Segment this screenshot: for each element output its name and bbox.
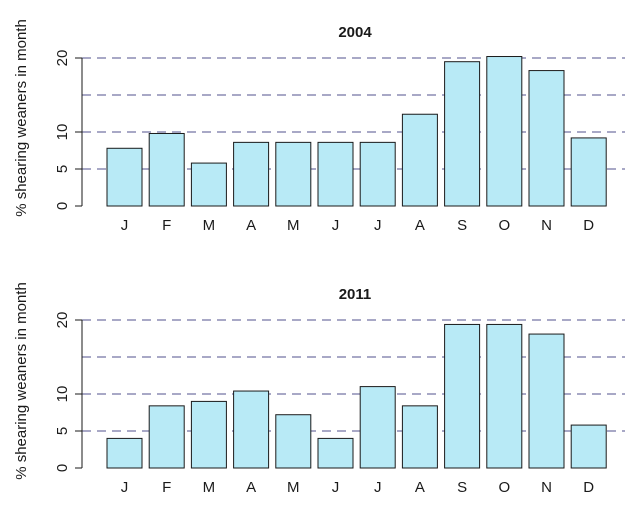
- bar-M: [275, 414, 312, 469]
- bar-O: [486, 56, 523, 207]
- bar-A: [401, 113, 438, 207]
- chart-panel-2004: 2004 % shearing weaners in month 051020 …: [13, 19, 625, 234]
- bar-F: [148, 405, 185, 469]
- y-tick-label: 5: [54, 427, 71, 435]
- bar-F: [148, 132, 185, 207]
- bar-J: [106, 147, 143, 207]
- x-tick-label: M: [203, 217, 216, 234]
- x-tick-label: S: [457, 217, 467, 234]
- x-tick-label: N: [541, 217, 552, 234]
- y-tick-label: 0: [54, 464, 71, 472]
- x-tick-label: A: [246, 217, 256, 234]
- x-tick-label: F: [162, 479, 171, 496]
- bar-D: [570, 137, 607, 207]
- bar-M: [190, 400, 227, 469]
- chart-title: 2004: [338, 24, 372, 41]
- bar-S: [444, 323, 481, 469]
- y-tick-label: 20: [54, 312, 71, 329]
- x-tick-label: J: [332, 479, 340, 496]
- bar-J: [359, 386, 396, 469]
- chart-panel-2011: 2011 % shearing weaners in month 051020 …: [13, 282, 625, 496]
- bars: [106, 323, 607, 469]
- x-tick-label: S: [457, 479, 467, 496]
- y-axis-label: % shearing weaners in month: [13, 19, 30, 217]
- x-tick-label: A: [246, 479, 256, 496]
- bar-N: [528, 333, 565, 469]
- bar-J: [106, 437, 143, 469]
- bar-A: [233, 390, 270, 469]
- bar-S: [444, 61, 481, 207]
- x-tick-label: N: [541, 479, 552, 496]
- x-tick-label: J: [374, 217, 382, 234]
- bar-J: [317, 437, 354, 469]
- x-tick-label: A: [415, 479, 425, 496]
- x-tick-label: M: [287, 479, 300, 496]
- bar-N: [528, 70, 565, 207]
- y-tick-label: 20: [54, 50, 71, 67]
- bar-A: [401, 405, 438, 469]
- x-tick-label: D: [583, 479, 594, 496]
- y-axis-label: % shearing weaners in month: [13, 282, 30, 480]
- x-tick-label: J: [374, 479, 382, 496]
- x-tick-label: J: [121, 479, 129, 496]
- y-tick-label: 10: [54, 124, 71, 141]
- bar-D: [570, 424, 607, 469]
- bar-O: [486, 323, 523, 469]
- bars: [106, 56, 607, 207]
- x-tick-label: F: [162, 217, 171, 234]
- bar-M: [190, 162, 227, 207]
- y-tick-label: 5: [54, 165, 71, 173]
- y-tick-label: 10: [54, 386, 71, 403]
- x-tick-label: M: [287, 217, 300, 234]
- x-tick-label: J: [332, 217, 340, 234]
- x-tick-label: O: [498, 479, 510, 496]
- bar-A: [233, 141, 270, 207]
- y-tick-label: 0: [54, 202, 71, 210]
- x-tick-label: O: [498, 217, 510, 234]
- chart-title: 2011: [339, 286, 372, 303]
- bar-J: [317, 141, 354, 207]
- x-tick-label: M: [203, 479, 216, 496]
- x-tick-label: J: [121, 217, 129, 234]
- x-tick-label: A: [415, 217, 425, 234]
- bar-J: [359, 141, 396, 207]
- y-axis: 0 5 10 20: [54, 312, 83, 472]
- y-axis: 0 5 10 20: [54, 50, 83, 210]
- x-tick-label: D: [583, 217, 594, 234]
- bar-M: [275, 141, 312, 207]
